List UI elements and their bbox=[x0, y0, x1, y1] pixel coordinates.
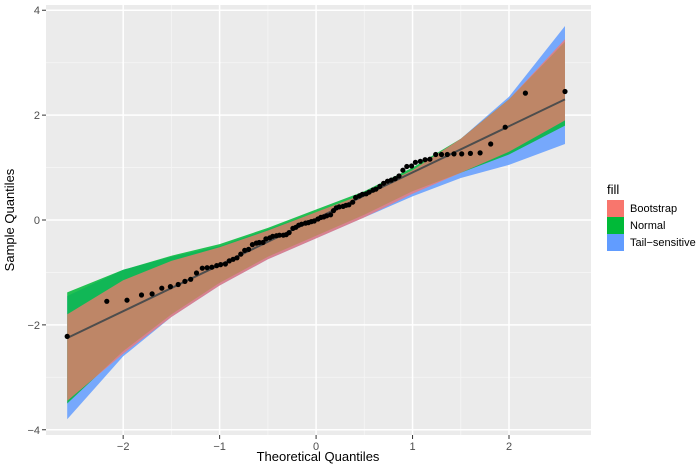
data-point bbox=[562, 88, 568, 95]
data-point bbox=[246, 246, 252, 252]
data-point bbox=[299, 221, 305, 227]
data-point bbox=[263, 236, 269, 242]
legend-title: fill bbox=[607, 182, 619, 197]
data-point bbox=[522, 90, 529, 96]
y-axis-title: Sample Quantiles bbox=[2, 168, 17, 271]
data-point bbox=[366, 189, 372, 195]
data-point bbox=[346, 202, 352, 208]
data-point bbox=[467, 150, 473, 156]
legend-swatch bbox=[607, 217, 624, 234]
x-axis-title: Theoretical Quantiles bbox=[257, 449, 380, 464]
data-point bbox=[256, 239, 262, 246]
x-axis-ticks: −2 −1 0 1 2 bbox=[117, 435, 512, 453]
data-point bbox=[381, 180, 387, 186]
data-point bbox=[417, 158, 423, 164]
data-point bbox=[167, 284, 173, 290]
data-point bbox=[438, 151, 445, 158]
x-tick-label: −2 bbox=[117, 441, 130, 453]
legend-swatch bbox=[607, 200, 624, 217]
legend-swatch bbox=[607, 234, 624, 251]
legend-label: Normal bbox=[630, 220, 665, 232]
data-point bbox=[124, 297, 130, 303]
y-tick-label: −2 bbox=[27, 320, 40, 332]
data-point bbox=[336, 204, 342, 210]
data-point bbox=[377, 183, 383, 189]
data-point bbox=[230, 256, 236, 262]
y-tick-label: 4 bbox=[34, 5, 40, 17]
data-point bbox=[149, 291, 155, 297]
data-point bbox=[159, 285, 165, 291]
data-point bbox=[276, 232, 282, 238]
x-tick-label: 0 bbox=[313, 441, 319, 453]
x-tick-label: 1 bbox=[409, 441, 415, 453]
data-point bbox=[451, 151, 457, 157]
data-point bbox=[260, 239, 266, 246]
data-point bbox=[188, 276, 194, 282]
data-point bbox=[328, 212, 334, 218]
data-point bbox=[488, 141, 494, 147]
data-point bbox=[138, 292, 145, 298]
data-point bbox=[199, 265, 205, 271]
legend-entries: Bootstrap Normal Tail−sensitive bbox=[607, 200, 696, 251]
data-point bbox=[353, 194, 359, 201]
data-point bbox=[249, 242, 255, 248]
data-point bbox=[218, 262, 224, 268]
data-point bbox=[459, 151, 465, 157]
legend-label: Bootstrap bbox=[630, 203, 677, 215]
y-tick-label: −4 bbox=[27, 425, 40, 437]
data-point bbox=[444, 151, 450, 158]
data-point bbox=[234, 255, 240, 261]
data-point bbox=[404, 163, 410, 170]
y-axis-ticks: −4 −2 0 2 4 bbox=[27, 5, 46, 437]
data-point bbox=[422, 157, 428, 163]
legend: fill Bootstrap Normal Tail−sensitive bbox=[607, 182, 696, 251]
data-point bbox=[477, 150, 483, 156]
data-point bbox=[396, 173, 402, 179]
data-point bbox=[350, 199, 356, 205]
data-point bbox=[412, 159, 418, 165]
data-point bbox=[214, 263, 220, 269]
legend-label: Tail−sensitive bbox=[630, 237, 696, 249]
data-point bbox=[392, 176, 398, 182]
data-point bbox=[175, 281, 181, 288]
data-point bbox=[204, 265, 210, 271]
x-tick-label: 2 bbox=[506, 441, 512, 453]
data-point bbox=[238, 251, 244, 257]
data-point bbox=[400, 167, 406, 173]
y-tick-label: 0 bbox=[34, 215, 40, 227]
data-point bbox=[373, 186, 379, 192]
data-point bbox=[388, 177, 394, 183]
data-point bbox=[222, 261, 228, 267]
x-tick-label: −1 bbox=[213, 441, 226, 453]
data-point bbox=[433, 151, 439, 158]
data-point bbox=[324, 213, 330, 219]
data-point bbox=[427, 156, 433, 162]
data-point bbox=[242, 247, 248, 253]
data-points bbox=[64, 88, 568, 339]
data-point bbox=[359, 191, 365, 197]
data-point bbox=[182, 278, 188, 284]
data-point bbox=[209, 264, 215, 270]
data-point bbox=[286, 230, 292, 236]
data-point bbox=[64, 333, 70, 339]
data-point bbox=[409, 163, 415, 169]
data-point bbox=[193, 270, 200, 276]
data-point bbox=[104, 298, 110, 304]
data-point bbox=[502, 124, 508, 130]
y-tick-label: 2 bbox=[34, 110, 40, 122]
